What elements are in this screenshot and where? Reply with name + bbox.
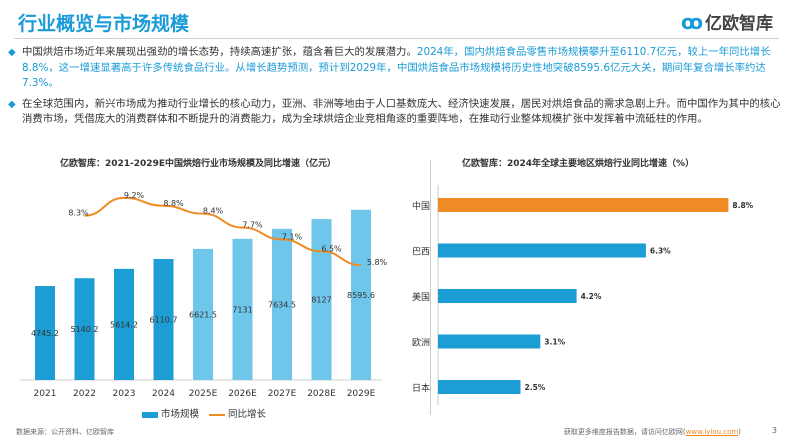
y-tick-label: 中国 (412, 200, 430, 212)
legend-bar-swatch (142, 411, 158, 418)
footer-more: 获取更多维度报告数据，请访问亿欧网(www.iyiou.com) (564, 427, 741, 437)
data-source: 数据来源：公开资料、亿欧智库 (16, 428, 114, 436)
bar (438, 198, 729, 212)
logo-icon: ꝏ (681, 9, 704, 34)
x-tick-label: 2021 (34, 389, 57, 399)
x-tick-label: 2023 (113, 389, 136, 399)
legend: 市场规模 同比增长 (142, 406, 266, 420)
page-title: 行业概览与市场规模 (18, 13, 190, 35)
bar (35, 286, 55, 380)
bar-value-label: 4.2% (581, 292, 602, 301)
footer-text: ) (738, 428, 741, 436)
bar-value-label: 8.8% (732, 201, 753, 210)
bar-value-label: 6621.5 (189, 310, 217, 319)
x-tick-label: 2024 (152, 389, 175, 399)
bullet-item: ◆ 在全球范围内，新兴市场成为推动行业增长的核心动力，亚洲、非洲等地由于人口基数庞… (8, 97, 783, 128)
title-divider (14, 38, 779, 39)
left-chart-title: 亿欧智库：2021-2029E中国烘焙行业市场规模及同比增速（亿元） (60, 159, 336, 169)
bar (311, 219, 332, 380)
legend-item-growth: 同比增长 (209, 406, 266, 420)
x-tick-label: 2025E (189, 389, 218, 399)
logo-text: 亿欧智库 (705, 14, 773, 34)
bullet-item: ◆ 中国烘焙市场近年来展现出强劲的增长态势，持续高速扩张，蕴含着巨大的发展潜力。2… (8, 45, 783, 92)
bar-value-label: 8127 (311, 296, 331, 305)
bar-value-label: 6.3% (650, 247, 671, 256)
line-value-label: 8.8% (163, 199, 184, 208)
bar (438, 289, 577, 303)
line-value-label: 8.3% (68, 209, 89, 218)
line-value-label: 5.8% (367, 258, 388, 267)
x-tick-label: 2022 (73, 389, 96, 399)
chart-divider (430, 160, 431, 415)
growth-line (84, 196, 362, 267)
bar-value-label: 8595.6 (347, 291, 375, 300)
bullet-highlight: 2024年，国内烘焙食品零售市场规模攀升至6110.7亿元，较上一年同比增长8.… (22, 46, 771, 90)
line-value-label: 8.4% (203, 207, 224, 216)
line-value-label: 6.5% (321, 244, 342, 253)
bar-value-label: 7131 (232, 305, 252, 314)
y-tick-label: 欧洲 (412, 337, 430, 349)
footer-text: 获取更多维度报告数据，请访问亿欧网( (563, 428, 686, 436)
bar-value-label: 3.1% (544, 338, 565, 347)
x-tick-label: 2027E (268, 389, 297, 399)
x-tick-label: 2028E (307, 389, 336, 399)
line-value-label: 7.1% (282, 232, 303, 241)
legend-line-swatch (209, 413, 226, 416)
bullet-text: 在全球范围内，新兴市场成为推动行业增长的核心动力，亚洲、非洲等地由于人口基数庞大… (22, 97, 781, 126)
bar-value-label: 5614.2 (110, 320, 138, 329)
diamond-bullet-icon: ◆ (8, 98, 16, 110)
bar-value-label: 2.5% (525, 383, 546, 392)
bar (193, 248, 213, 380)
bar (438, 334, 541, 349)
bullet-list: ◆ 中国烘焙市场近年来展现出强劲的增长态势，持续高速扩张，蕴含着巨大的发展潜力。2… (8, 45, 783, 133)
bar (272, 228, 292, 380)
bar-value-label: 4745.2 (31, 329, 59, 338)
legend-item-market-size: 市场规模 (142, 406, 199, 420)
bar-value-label: 5140.2 (71, 325, 99, 334)
website-link[interactable]: www.iyiou.com (685, 428, 739, 436)
bar (438, 243, 646, 258)
line-value-label: 9.2% (124, 191, 145, 200)
bar (74, 278, 95, 380)
y-tick-label: 日本 (412, 382, 430, 394)
legend-label: 市场规模 (161, 409, 200, 420)
bullet-text: 中国烘焙市场近年来展现出强劲的增长态势，持续高速扩张，蕴含着巨大的发展潜力。 (22, 46, 417, 58)
x-tick-label: 2026E (228, 389, 257, 399)
bar (153, 259, 174, 380)
bar-value-label: 7634.5 (268, 300, 296, 309)
y-tick-label: 美国 (412, 291, 430, 303)
legend-label: 同比增长 (228, 409, 267, 420)
bar (232, 238, 253, 380)
line-value-label: 7.7% (242, 221, 263, 230)
bar (351, 209, 371, 380)
page-number: 3 (771, 426, 777, 435)
logo: ꝏ 亿欧智库 (681, 9, 773, 35)
right-chart-title: 亿欧智库：2024年全球主要地区烘焙行业同比增速（%） (462, 159, 695, 169)
y-tick-label: 巴西 (412, 247, 430, 258)
bar-value-label: 6110.7 (150, 316, 178, 325)
x-tick-label: 2029E (347, 389, 376, 399)
bar (438, 380, 521, 394)
bar (114, 268, 134, 380)
diamond-bullet-icon: ◆ (8, 47, 16, 58)
